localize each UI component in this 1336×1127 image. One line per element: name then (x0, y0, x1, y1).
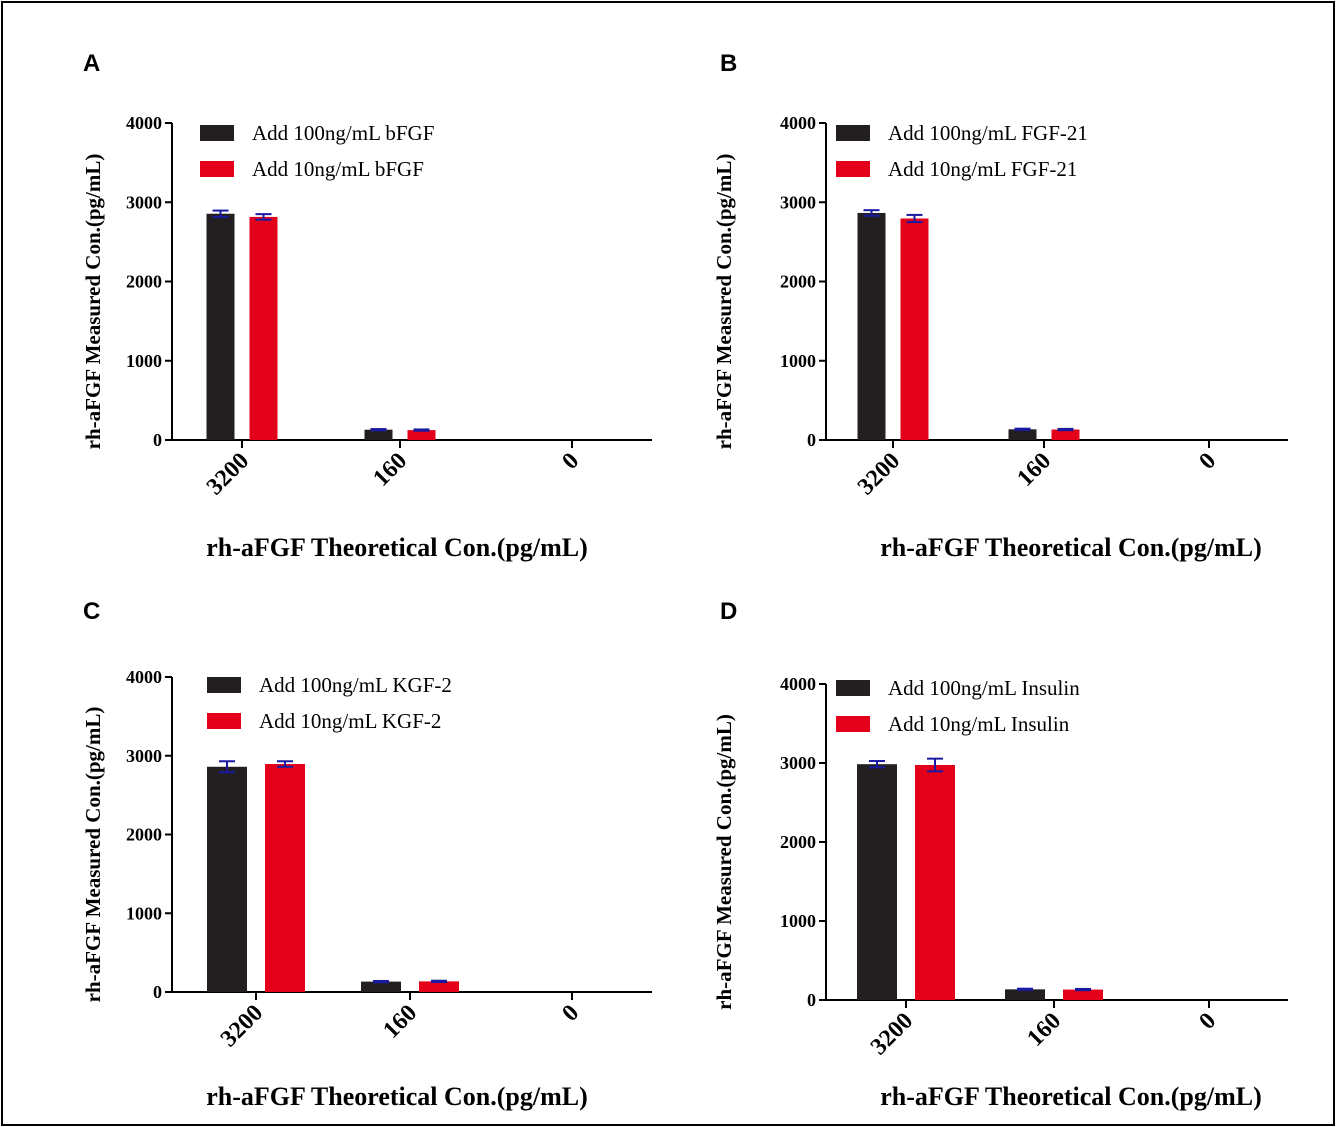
bar (407, 430, 436, 440)
x-tick-label: 3200 (866, 1008, 918, 1060)
bar (206, 213, 235, 440)
y-axis-label: rh-aFGF Measured Con.(pg/mL) (712, 154, 736, 450)
legend-label: Add 10ng/mL FGF-21 (888, 157, 1077, 181)
x-tick-label: 160 (368, 448, 412, 492)
bar (249, 216, 278, 440)
y-tick-label: 3000 (780, 192, 816, 212)
bar (419, 981, 459, 992)
bar (1005, 989, 1045, 1000)
y-tick-label: 1000 (126, 903, 162, 923)
y-tick-label: 1000 (780, 351, 816, 371)
bar (1051, 429, 1080, 440)
x-tick-label: 160 (1012, 448, 1056, 492)
y-tick-label: 4000 (780, 113, 816, 133)
legend-label: Add 100ng/mL Insulin (888, 676, 1080, 700)
x-tick-label: 0 (557, 1000, 584, 1027)
y-tick-label: 0 (153, 430, 162, 450)
bar (265, 764, 305, 992)
y-tick-label: 1000 (780, 911, 816, 931)
y-tick-label: 2000 (126, 272, 162, 292)
panel-b: B 0 1000 2000 3000 4000 3200 160 0 Add 100ng/mL … (668, 0, 1336, 562)
legend-label: Add 10ng/mL bFGF (252, 157, 424, 181)
y-tick-label: 4000 (780, 674, 816, 694)
x-tick-label: 160 (1022, 1008, 1066, 1052)
panel-a: A 0 1000 2000 3000 4000 3200 160 0 Add 100ng/mL … (0, 0, 668, 562)
y-tick-label: 1000 (126, 351, 162, 371)
panel-letter: B (720, 50, 738, 77)
chart-c-svg: 0 1000 2000 3000 4000 3200 160 0 Add 100ng/mL KG… (81, 667, 652, 1111)
x-tick-label: 0 (1194, 448, 1221, 475)
bar (900, 218, 929, 440)
legend-swatch (207, 677, 241, 693)
bar (1008, 429, 1037, 440)
y-tick-label: 3000 (780, 753, 816, 773)
x-tick-label: 3200 (853, 448, 905, 500)
legend-swatch (836, 161, 870, 177)
y-tick-label: 2000 (126, 825, 162, 845)
bar (207, 766, 247, 992)
bar (857, 212, 886, 440)
panel-letter: D (720, 598, 738, 625)
y-tick-label: 2000 (780, 272, 816, 292)
x-tick-label: 3200 (202, 448, 254, 500)
y-tick-label: 0 (153, 982, 162, 1002)
x-tick-label: 0 (557, 448, 584, 475)
bar (857, 764, 897, 1000)
chart-d-svg: 0 1000 2000 3000 4000 3200 160 0 Add 100ng/mL In… (712, 674, 1288, 1111)
y-axis-label: rh-aFGF Measured Con.(pg/mL) (81, 707, 105, 1003)
legend-label: Add 10ng/mL Insulin (888, 712, 1070, 736)
legend-swatch (836, 716, 870, 732)
chart-a-svg: 0 1000 2000 3000 4000 3200 160 0 Add 100ng/mL bF… (81, 113, 652, 562)
panel-c: C 0 1000 2000 3000 4000 3200 160 0 Add 100ng/mL … (0, 560, 668, 1127)
y-tick-label: 0 (807, 430, 816, 450)
y-tick-label: 3000 (126, 192, 162, 212)
panel-letter: A (83, 50, 101, 77)
legend-label: Add 100ng/mL bFGF (252, 121, 434, 145)
y-tick-label: 4000 (126, 667, 162, 687)
panel-letter: C (83, 598, 101, 625)
x-tick-label: 3200 (216, 1000, 268, 1052)
x-axis-label: rh-aFGF Theoretical Con.(pg/mL) (880, 1082, 1262, 1111)
x-axis-label: rh-aFGF Theoretical Con.(pg/mL) (206, 1082, 588, 1111)
x-tick-label: 160 (378, 1000, 422, 1044)
legend-label: Add 100ng/mL FGF-21 (888, 121, 1088, 145)
legend-swatch (200, 125, 234, 141)
x-axis-label: rh-aFGF Theoretical Con.(pg/mL) (206, 533, 588, 562)
legend-swatch (207, 713, 241, 729)
y-tick-label: 4000 (126, 113, 162, 133)
bar (364, 429, 393, 440)
legend-swatch (836, 125, 870, 141)
panel-d: D 0 1000 2000 3000 4000 3200 160 0 Add 100ng/mL … (668, 560, 1336, 1127)
legend-label: Add 10ng/mL KGF-2 (259, 709, 441, 733)
y-axis-label: rh-aFGF Measured Con.(pg/mL) (712, 714, 736, 1010)
y-tick-label: 3000 (126, 746, 162, 766)
x-axis-label: rh-aFGF Theoretical Con.(pg/mL) (880, 533, 1262, 562)
chart-b-svg: 0 1000 2000 3000 4000 3200 160 0 Add 100ng/mL FG… (712, 113, 1288, 562)
y-tick-label: 0 (807, 990, 816, 1010)
legend-swatch (836, 680, 870, 696)
x-tick-label: 0 (1194, 1008, 1221, 1035)
bar (915, 764, 955, 1000)
bar (361, 981, 401, 992)
bar (1063, 989, 1103, 1000)
y-axis-label: rh-aFGF Measured Con.(pg/mL) (81, 154, 105, 450)
legend-swatch (200, 161, 234, 177)
y-tick-label: 2000 (780, 832, 816, 852)
legend-label: Add 100ng/mL KGF-2 (259, 673, 452, 697)
